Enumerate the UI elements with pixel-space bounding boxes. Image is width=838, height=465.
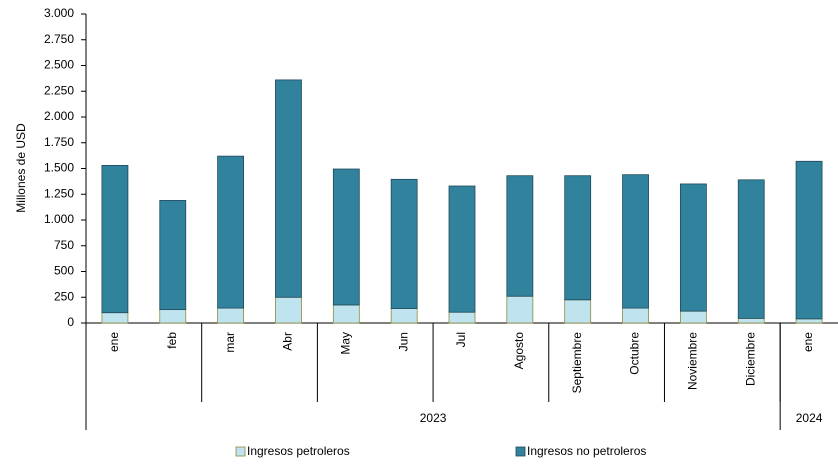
bar-segment — [564, 175, 592, 301]
bar-segment — [506, 295, 534, 324]
bar-segment — [101, 312, 129, 324]
bar-segment — [390, 308, 418, 324]
y-tick-label: 3.000 — [44, 6, 74, 20]
y-tick-label: 250 — [54, 289, 74, 303]
bar-segment — [448, 185, 476, 313]
bar-segment — [622, 174, 649, 309]
legend-swatch — [235, 446, 246, 457]
legend-label: Ingresos no petroleros — [527, 444, 646, 458]
y-tick-label: 2.750 — [44, 32, 74, 46]
x-tick-label: Abr — [281, 332, 295, 351]
bar-segment — [737, 317, 765, 324]
bar-segment — [622, 307, 649, 324]
bar-segment — [332, 168, 360, 306]
y-tick-label: 1.750 — [44, 135, 74, 149]
bar-segment — [564, 299, 592, 324]
x-tick-label: feb — [165, 332, 179, 349]
y-tick-label: 2.000 — [44, 109, 74, 123]
x-tick-label: ene — [801, 332, 815, 352]
bar-segment — [275, 296, 302, 324]
y-tick-label: 2.250 — [44, 83, 74, 97]
x-tick-label: Jun — [396, 332, 410, 351]
y-tick-label: 500 — [54, 264, 74, 278]
bar-segment — [217, 307, 245, 324]
y-tick-label: 2.500 — [44, 58, 74, 72]
bar-segment — [795, 160, 823, 320]
y-axis-label: Millones de USD — [14, 123, 28, 213]
bar-segment — [390, 178, 418, 309]
bar-segment — [679, 310, 707, 324]
bar-segment — [506, 175, 534, 297]
x-tick-label: mar — [223, 332, 237, 353]
y-tick-label: 750 — [54, 238, 74, 252]
x-tick-label: Noviembre — [686, 332, 700, 390]
bar-segment — [159, 309, 187, 324]
x-tick-label: Octubre — [628, 332, 642, 375]
bar-segment — [795, 318, 823, 324]
bar-segment — [448, 311, 476, 324]
y-tick-label: 1.000 — [44, 212, 74, 226]
bar-segment — [159, 200, 187, 311]
bar-segment — [737, 179, 765, 319]
legend-label: Ingresos petroleros — [247, 444, 350, 458]
x-tick-label: ene — [107, 332, 121, 352]
x-tick-label: Agosto — [512, 332, 526, 370]
x-tick-label: May — [338, 332, 352, 355]
x-tick-label: Diciembre — [743, 332, 757, 386]
bar-segment — [101, 165, 129, 314]
x-group-label: 2023 — [420, 411, 447, 425]
legend-swatch — [515, 446, 526, 457]
bar-segment — [217, 155, 245, 309]
bar-segment — [332, 304, 360, 324]
y-tick-label: 0 — [67, 315, 74, 329]
bar-segment — [679, 183, 707, 312]
x-group-label: 2024 — [796, 411, 823, 425]
y-tick-label: 1.250 — [44, 186, 74, 200]
x-tick-label: Septiembre — [570, 332, 584, 394]
bar-segment — [275, 79, 302, 298]
x-tick-label: Jul — [454, 332, 468, 347]
y-tick-label: 1.500 — [44, 161, 74, 175]
